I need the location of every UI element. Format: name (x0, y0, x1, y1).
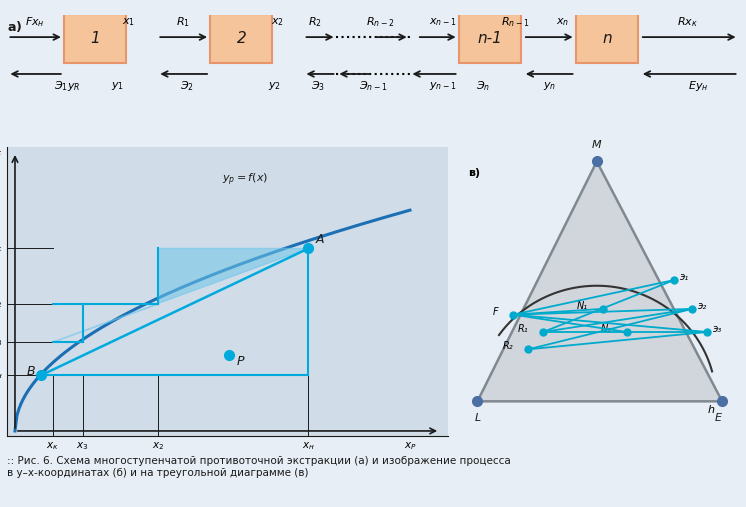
Text: $Э_n$: $Э_n$ (475, 79, 490, 93)
Text: n: n (602, 31, 612, 46)
Text: $Rx_к$: $Rx_к$ (677, 15, 698, 29)
FancyBboxPatch shape (576, 14, 638, 63)
Text: $y_p = f(x)$: $y_p = f(x)$ (222, 172, 268, 188)
Text: в): в) (468, 168, 480, 178)
Text: $Э_2$: $Э_2$ (180, 79, 193, 93)
Text: $y_n$: $y_n$ (543, 80, 557, 92)
Polygon shape (477, 161, 722, 402)
Text: $x_к$: $x_к$ (46, 440, 59, 452)
Text: $R_{n-1}$: $R_{n-1}$ (501, 15, 530, 29)
Text: $R_{n-2}$: $R_{n-2}$ (366, 15, 395, 29)
Text: $x_3$: $x_3$ (76, 440, 89, 452)
Text: N₂: N₂ (601, 324, 612, 334)
Text: N₁: N₁ (577, 301, 588, 311)
Text: R₁: R₁ (518, 324, 528, 334)
Text: P: P (237, 355, 245, 368)
Text: F: F (492, 307, 498, 317)
Text: $Э_3$: $Э_3$ (311, 79, 325, 93)
FancyBboxPatch shape (210, 14, 272, 63)
Text: $x_2$: $x_2$ (272, 16, 284, 28)
Text: A: A (316, 233, 325, 246)
Text: $x_n$: $x_n$ (557, 16, 570, 28)
Text: $\bf{a)}$: $\bf{a)}$ (7, 19, 22, 34)
Text: $R_1$: $R_1$ (176, 15, 190, 29)
Text: 2: 2 (236, 31, 246, 46)
Text: E: E (715, 413, 722, 423)
Text: $y_E$: $y_E$ (0, 149, 3, 161)
Text: B: B (26, 365, 35, 378)
Text: $Э_1 y_R$: $Э_1 y_R$ (54, 79, 81, 93)
Text: $y_2$: $y_2$ (0, 298, 2, 310)
Text: 1: 1 (90, 31, 100, 46)
Text: $x_P$: $x_P$ (404, 440, 416, 452)
Polygon shape (53, 248, 308, 342)
Text: $y_{n-1}$: $y_{n-1}$ (429, 80, 457, 92)
FancyBboxPatch shape (459, 14, 521, 63)
Text: $y_к$: $y_к$ (0, 242, 2, 255)
Text: $Э_{n-1}$: $Э_{n-1}$ (359, 79, 387, 93)
Text: :: Рис. 6. Схема многоступенчатой противоточной экстракции (а) и изображение про: :: Рис. 6. Схема многоступенчатой против… (7, 456, 511, 478)
Text: $R_2$: $R_2$ (307, 15, 322, 29)
Text: $Ey_н$: $Ey_н$ (688, 79, 709, 93)
Text: э₂: э₂ (698, 301, 707, 311)
Text: э₁: э₁ (680, 272, 689, 282)
Text: $x_2$: $x_2$ (151, 440, 164, 452)
Text: $y_2$: $y_2$ (268, 80, 280, 92)
Text: h: h (707, 405, 714, 415)
Text: $y_н$: $y_н$ (0, 369, 3, 381)
Text: $y_3$: $y_3$ (0, 336, 2, 348)
Text: M: M (592, 140, 601, 150)
Text: $Fx_н$: $Fx_н$ (25, 15, 45, 29)
Text: $y_1$: $y_1$ (110, 80, 124, 92)
Text: $x_н$: $x_н$ (302, 440, 315, 452)
Text: $x_{n-1}$: $x_{n-1}$ (429, 16, 457, 28)
Text: э₃: э₃ (713, 324, 722, 334)
FancyBboxPatch shape (64, 14, 126, 63)
Text: L: L (474, 413, 480, 423)
Text: n-1: n-1 (477, 31, 502, 46)
Text: $x_1$: $x_1$ (122, 16, 134, 28)
Text: R₂: R₂ (503, 341, 513, 351)
